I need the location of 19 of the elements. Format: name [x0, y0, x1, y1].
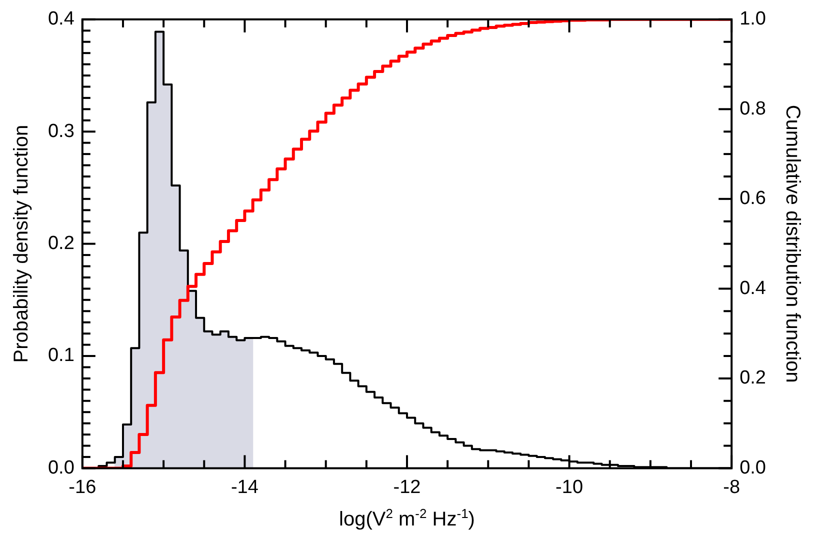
x-axis-title: log(V$^{2}$ m$^{-2}$ Hz$^{-1}$) — [339, 506, 475, 532]
x-tick-label: -12 — [393, 476, 421, 498]
x-tick-label: -10 — [556, 476, 584, 498]
y2-tick-label: 1.0 — [740, 8, 766, 30]
x-tick-label: -8 — [723, 476, 740, 498]
y-tick-label: 0.0 — [48, 457, 74, 478]
y2-tick-label: 0.8 — [740, 98, 766, 120]
x-tick-label: -16 — [68, 476, 96, 498]
y-tick-label: 0.2 — [48, 233, 74, 254]
y-tick-label: 0.1 — [48, 345, 74, 366]
y-tick-label: 0.4 — [48, 8, 75, 30]
y-tick-label: 0.3 — [48, 120, 74, 142]
y2-tick-label: 0.0 — [740, 457, 766, 478]
x-tick-label: -14 — [230, 476, 259, 498]
y2-tick-label: 0.2 — [740, 368, 766, 389]
y2-tick-label: 0.4 — [740, 278, 766, 299]
y2-axis-title: Cumulative distribution function — [781, 104, 804, 383]
y-axis-title: Probability density function — [10, 124, 33, 363]
y2-tick-label: 0.6 — [740, 188, 766, 210]
